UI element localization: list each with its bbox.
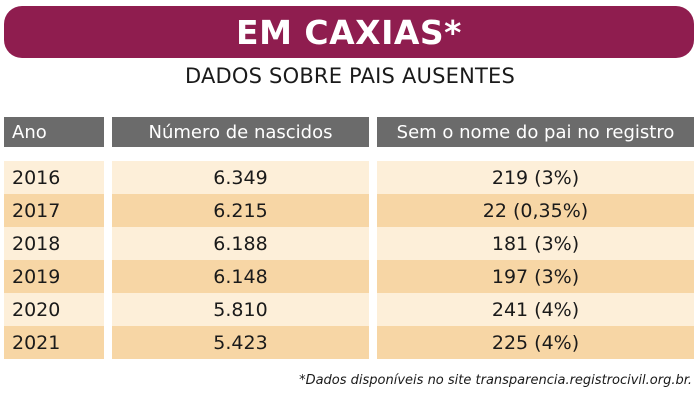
header-ano: Ano [4,117,104,147]
data-table: Ano Número de nascidos Sem o nome do pai… [4,117,694,359]
cell-ano: 2016 [4,161,104,194]
cell-sem-pai: 225 (4%) [377,326,694,359]
header-sem-nome-do-pai: Sem o nome do pai no registro [377,117,694,147]
cell-sem-pai: 22 (0,35%) [377,194,694,227]
cell-ano: 2018 [4,227,104,260]
cell-ano: 2020 [4,293,104,326]
cell-nascidos: 6.349 [112,161,369,194]
banner-title: EM CAXIAS* [236,12,462,52]
cell-nascidos: 6.148 [112,260,369,293]
cell-ano: 2019 [4,260,104,293]
table-header-row: Ano Número de nascidos Sem o nome do pai… [4,117,694,147]
table-row: 2020 5.810 241 (4%) [4,293,694,326]
title-banner: EM CAXIAS* [4,6,694,58]
table-body: 2016 6.349 219 (3%) 2017 6.215 22 (0,35%… [4,161,694,359]
cell-sem-pai: 181 (3%) [377,227,694,260]
table-row: 2019 6.148 197 (3%) [4,260,694,293]
cell-nascidos: 6.188 [112,227,369,260]
cell-nascidos: 5.810 [112,293,369,326]
cell-ano: 2017 [4,194,104,227]
table-row: 2017 6.215 22 (0,35%) [4,194,694,227]
table-subtitle: DADOS SOBRE PAIS AUSENTES [184,64,516,88]
cell-nascidos: 5.423 [112,326,369,359]
cell-sem-pai: 241 (4%) [377,293,694,326]
cell-sem-pai: 197 (3%) [377,260,694,293]
cell-ano: 2021 [4,326,104,359]
footnote: *Dados disponíveis no site transparencia… [299,373,692,388]
cell-sem-pai: 219 (3%) [377,161,694,194]
header-numero-de-nascidos: Número de nascidos [112,117,369,147]
cell-nascidos: 6.215 [112,194,369,227]
table-row: 2018 6.188 181 (3%) [4,227,694,260]
table-row: 2021 5.423 225 (4%) [4,326,694,359]
table-row: 2016 6.349 219 (3%) [4,161,694,194]
